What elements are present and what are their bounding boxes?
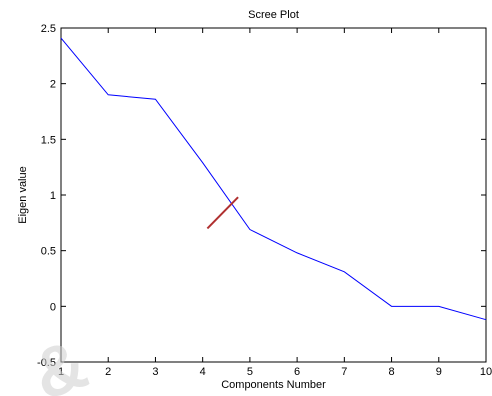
x-tick-label: 1 — [58, 366, 64, 378]
axis-ticks: 1 2 3 4 5 6 7 8 9 10 -0.5 0 0.5 1 1.5 2 2.5 — [37, 23, 492, 378]
y-axis-label: Eigen value — [17, 166, 29, 224]
chart-title: Scree Plot — [248, 9, 299, 21]
y-tick-label: 1 — [50, 190, 56, 202]
x-tick-label: 2 — [105, 366, 111, 378]
y-tick-label: 2.5 — [41, 23, 56, 35]
y-tick-label: 0 — [50, 301, 56, 313]
series-line — [60, 37, 487, 321]
x-tick-label: 3 — [152, 366, 158, 378]
y-tick-label: 0.5 — [41, 246, 56, 258]
y-tick-label: -0.5 — [37, 357, 56, 369]
annotation-layer — [206, 196, 239, 230]
watermark-logo: & — [23, 324, 97, 396]
x-tick-label: 6 — [294, 366, 300, 378]
y-tick-label: 2 — [50, 79, 56, 91]
x-tick-label: 7 — [341, 366, 347, 378]
annotation-segment — [206, 196, 239, 230]
plot-frame — [60, 27, 487, 363]
x-tick-label: 8 — [388, 366, 394, 378]
x-tick-label: 10 — [480, 366, 492, 378]
y-tick-label: 1.5 — [41, 134, 56, 146]
x-tick-label: 4 — [200, 366, 206, 378]
x-tick-label: 5 — [247, 366, 253, 378]
x-axis-label: Components Number — [221, 379, 326, 391]
series-layer — [60, 37, 487, 321]
x-tick-label: 9 — [436, 366, 442, 378]
